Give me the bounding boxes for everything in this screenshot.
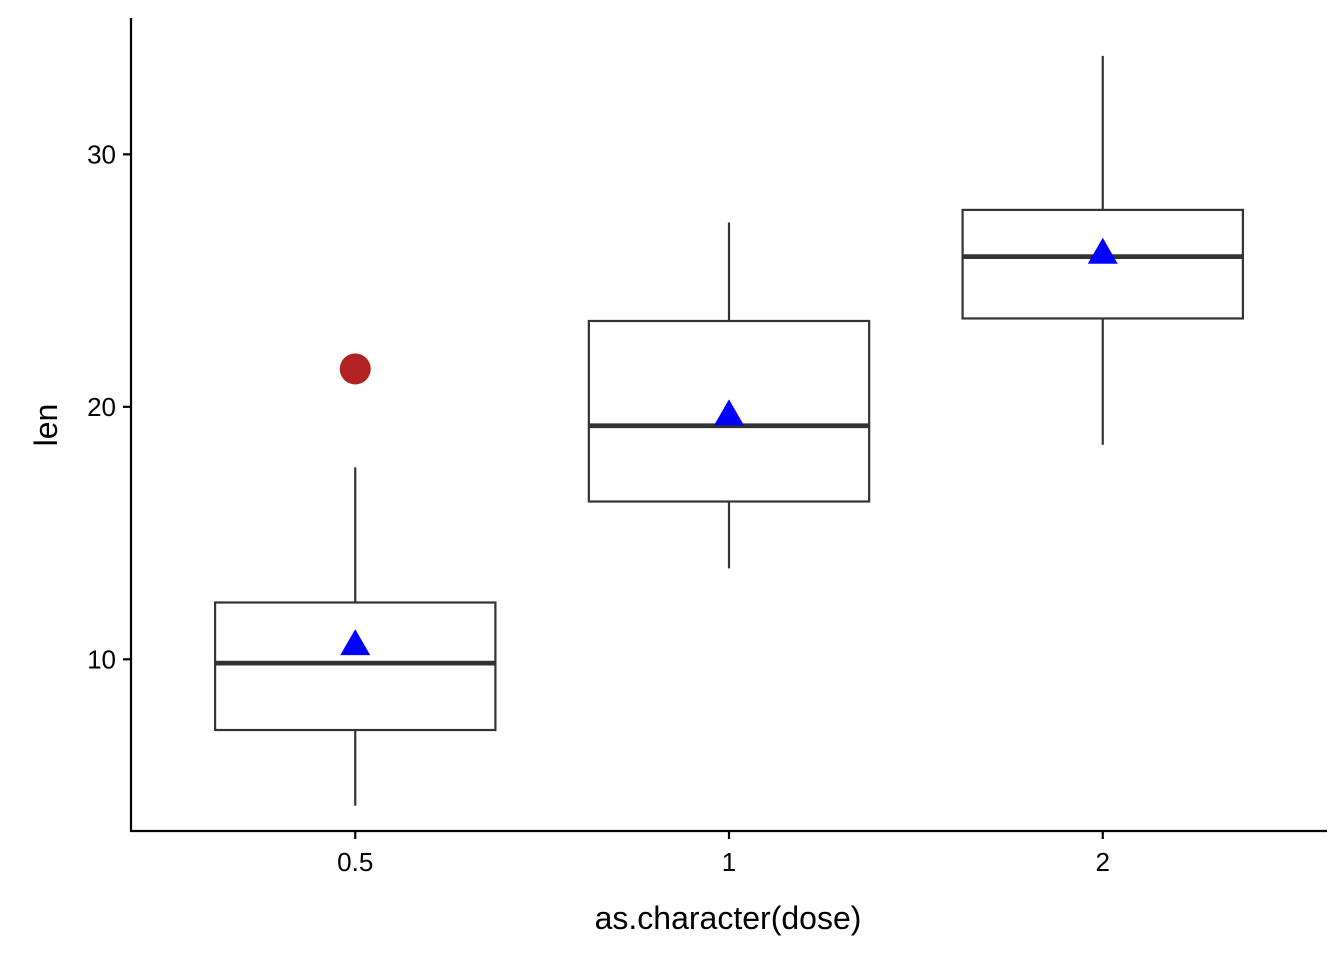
mean-marker xyxy=(340,629,371,656)
x-tick-label: 1 xyxy=(722,847,736,877)
box-iqr xyxy=(213,601,497,732)
y-axis-title: len xyxy=(28,404,64,447)
y-tick-label: 10 xyxy=(87,644,116,674)
box-group xyxy=(213,353,497,806)
plot-area xyxy=(213,55,1245,806)
x-tick-label: 0.5 xyxy=(337,847,373,877)
mean-marker xyxy=(714,399,744,426)
box-iqr xyxy=(961,208,1245,320)
mean-marker xyxy=(1087,237,1118,264)
box-group xyxy=(587,222,871,569)
y-tick-label: 30 xyxy=(87,139,116,169)
y-tick-label: 20 xyxy=(87,392,116,422)
outlier-point xyxy=(339,353,371,385)
box-group xyxy=(961,55,1245,445)
x-axis-ticks: 0.5 1 2 xyxy=(337,831,1110,877)
box-iqr xyxy=(587,319,871,503)
x-tick-label: 2 xyxy=(1096,847,1110,877)
y-axis-ticks: 10 20 30 xyxy=(87,139,131,674)
x-axis-title: as.character(dose) xyxy=(595,900,862,936)
